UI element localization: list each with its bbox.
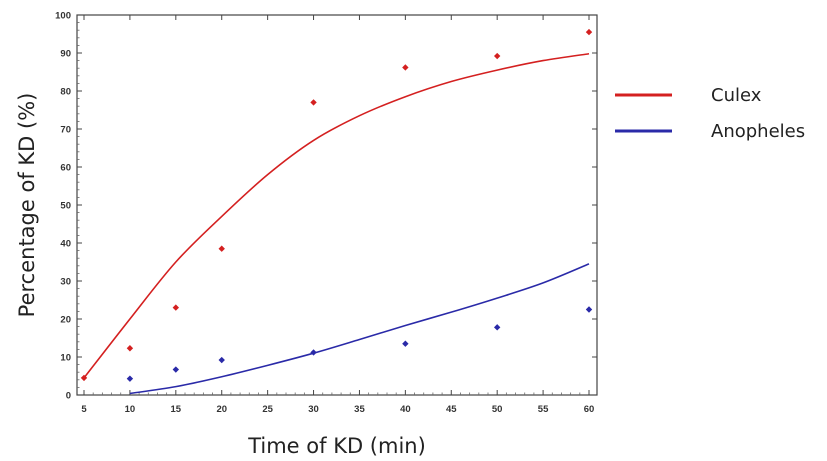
x-tick-label: 20 (216, 404, 227, 415)
y-tick-label: 30 (60, 277, 71, 288)
x-tick-label: 60 (584, 404, 595, 415)
data-point-anopheles (310, 349, 317, 356)
y-tick-label: 70 (60, 125, 71, 136)
y-tick-label: 10 (60, 353, 71, 364)
y-tick-label: 20 (60, 315, 71, 326)
plot-frame (76, 14, 598, 396)
fit-curve-anopheles (129, 263, 590, 395)
data-point-anopheles (402, 340, 409, 347)
data-point-anopheles (493, 324, 501, 331)
fit-curve-culex (83, 52, 590, 379)
y-tick-label: 40 (60, 239, 71, 250)
data-point-culex (80, 374, 88, 382)
x-axis-title: Time of KD (min) (247, 434, 426, 458)
x-tick-label: 55 (538, 404, 549, 415)
x-tick-label: 35 (354, 404, 365, 415)
y-tick-label: 100 (55, 11, 71, 22)
data-point-culex (172, 304, 180, 311)
fit-curves (83, 52, 590, 395)
x-tick-label: 15 (171, 404, 182, 415)
axis-ticks: 5 10 15 20 25 30 35 40 45 50 55 60 0 10 20 30 40 50 60 70 80… (55, 11, 597, 415)
y-tick-label: 60 (60, 163, 71, 174)
x-tick-label: 50 (492, 404, 503, 415)
legend: Culex Anopheles (615, 85, 805, 142)
data-point-anopheles (218, 356, 225, 364)
data-point-culex (585, 28, 593, 36)
y-tick-label: 90 (60, 49, 71, 60)
x-tick-label: 40 (400, 404, 411, 415)
data-point-anopheles (585, 306, 593, 313)
data-point-culex (126, 345, 134, 352)
data-point-culex (402, 64, 409, 71)
legend-label-culex: Culex (711, 85, 762, 106)
x-tick-label: 25 (262, 404, 273, 415)
data-point-culex (310, 99, 317, 106)
data-point-anopheles (172, 366, 180, 373)
legend-label-anopheles: Anopheles (711, 121, 805, 142)
data-point-anopheles (126, 375, 134, 382)
x-tick-label: 5 (81, 404, 87, 415)
y-tick-label: 80 (60, 87, 71, 98)
data-point-culex (493, 52, 501, 60)
y-tick-label: 0 (66, 391, 71, 402)
data-point-culex (218, 245, 225, 252)
x-tick-label: 30 (308, 404, 319, 415)
data-points (80, 28, 593, 382)
x-tick-label: 45 (446, 404, 457, 415)
y-tick-label: 50 (60, 201, 71, 212)
x-tick-label: 10 (125, 404, 136, 415)
y-axis-title: Percentage of KD (%) (15, 93, 39, 318)
